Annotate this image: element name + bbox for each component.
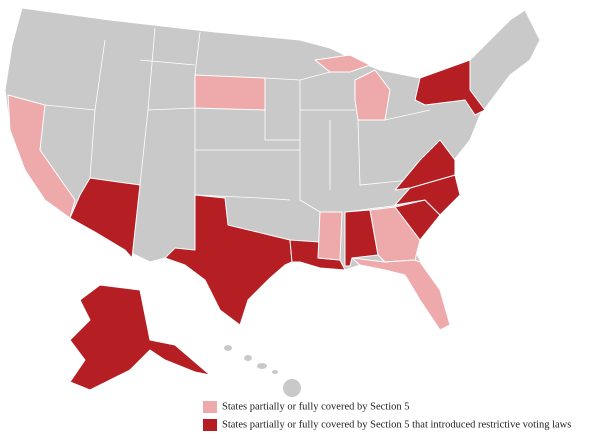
state-region xyxy=(394,139,456,191)
legend-swatch xyxy=(203,419,217,431)
state-region xyxy=(351,257,451,331)
state-region xyxy=(69,284,211,391)
legend-swatch xyxy=(203,401,217,413)
hawaii xyxy=(224,345,301,397)
legend-label: States partially or fully covered by Sec… xyxy=(222,401,410,412)
states xyxy=(7,54,486,391)
state-region xyxy=(317,211,343,261)
legend: States partially or fully covered by Sec… xyxy=(203,401,571,431)
state-region xyxy=(194,74,266,111)
state-region xyxy=(69,177,141,259)
state-region xyxy=(314,54,391,121)
us-mainland xyxy=(4,7,541,331)
state-borders xyxy=(44,27,431,213)
legend-label: States partially or fully covered by Sec… xyxy=(222,419,571,430)
state-region xyxy=(164,194,293,326)
state-region xyxy=(414,59,486,116)
